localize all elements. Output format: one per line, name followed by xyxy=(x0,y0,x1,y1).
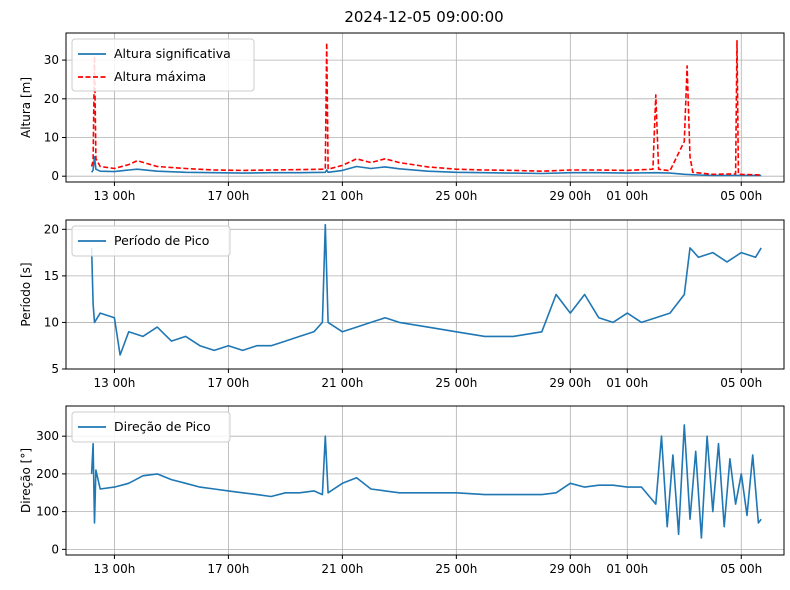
x-tick-label: 29 00h xyxy=(549,376,591,390)
series-line-0 xyxy=(90,223,762,356)
x-tick-label: 17 00h xyxy=(207,562,249,576)
figure-title: 2024-12-05 09:00:00 xyxy=(344,8,503,26)
legend-box xyxy=(71,38,255,92)
x-tick-label: 21 00h xyxy=(321,376,363,390)
x-tick-label: 13 00h xyxy=(93,562,135,576)
y-tick-label: 200 xyxy=(36,467,59,481)
series-line-0 xyxy=(90,424,762,539)
y-tick-label: 10 xyxy=(44,315,59,329)
y-tick-label: 20 xyxy=(44,92,59,106)
y-axis-label: Direção [°] xyxy=(19,448,33,513)
legend-label: Período de Pico xyxy=(114,233,209,248)
axes-frame xyxy=(65,219,785,370)
periodo-panel: 13 00h 17 00h 21 00h 25 00h 29 00h 01 00h 05 0… xyxy=(19,219,785,390)
x-tick-label: 13 00h xyxy=(93,376,135,390)
series-line-0 xyxy=(90,156,762,177)
y-tick-label: 10 xyxy=(44,130,59,144)
legend-label: Altura significativa xyxy=(114,46,231,61)
direcao-panel: 13 00h 17 00h 21 00h 25 00h 29 00h 01 00h 05 0… xyxy=(19,405,785,576)
y-tick-label: 30 xyxy=(44,53,59,67)
x-tick-label: 17 00h xyxy=(207,376,249,390)
x-tick-label: 01 00h xyxy=(606,189,648,203)
x-tick-label: 01 00h xyxy=(606,562,648,576)
x-tick-label: 13 00h xyxy=(93,189,135,203)
x-tick-label: 21 00h xyxy=(321,562,363,576)
x-tick-label: 05 00h xyxy=(720,189,762,203)
y-tick-label: 5 xyxy=(51,362,59,376)
x-tick-label: 05 00h xyxy=(720,562,762,576)
y-axis-label: Período [s] xyxy=(19,262,33,326)
altura-panel: 13 00h 17 00h 21 00h 25 00h 29 00h 01 00h 05 0… xyxy=(19,32,785,203)
y-tick-label: 300 xyxy=(36,429,59,443)
legend-box xyxy=(71,225,231,257)
y-tick-label: 0 xyxy=(51,542,59,556)
x-tick-label: 17 00h xyxy=(207,189,249,203)
y-tick-label: 100 xyxy=(36,505,59,519)
legend-label: Direção de Pico xyxy=(114,419,211,434)
axes-frame xyxy=(65,405,785,556)
x-tick-label: 25 00h xyxy=(435,189,477,203)
legend-label: Altura máxima xyxy=(114,69,206,84)
y-axis-label: Altura [m] xyxy=(19,77,33,138)
x-tick-label: 29 00h xyxy=(549,562,591,576)
series-line-1 xyxy=(90,39,762,176)
x-tick-label: 25 00h xyxy=(435,562,477,576)
y-tick-label: 15 xyxy=(44,269,59,283)
x-tick-label: 01 00h xyxy=(606,376,648,390)
y-tick-label: 20 xyxy=(44,222,59,236)
x-tick-label: 05 00h xyxy=(720,376,762,390)
legend-box xyxy=(71,411,231,443)
x-tick-label: 29 00h xyxy=(549,189,591,203)
y-tick-label: 0 xyxy=(51,169,59,183)
x-tick-label: 25 00h xyxy=(435,376,477,390)
axes-frame xyxy=(65,32,785,183)
x-tick-label: 21 00h xyxy=(321,189,363,203)
